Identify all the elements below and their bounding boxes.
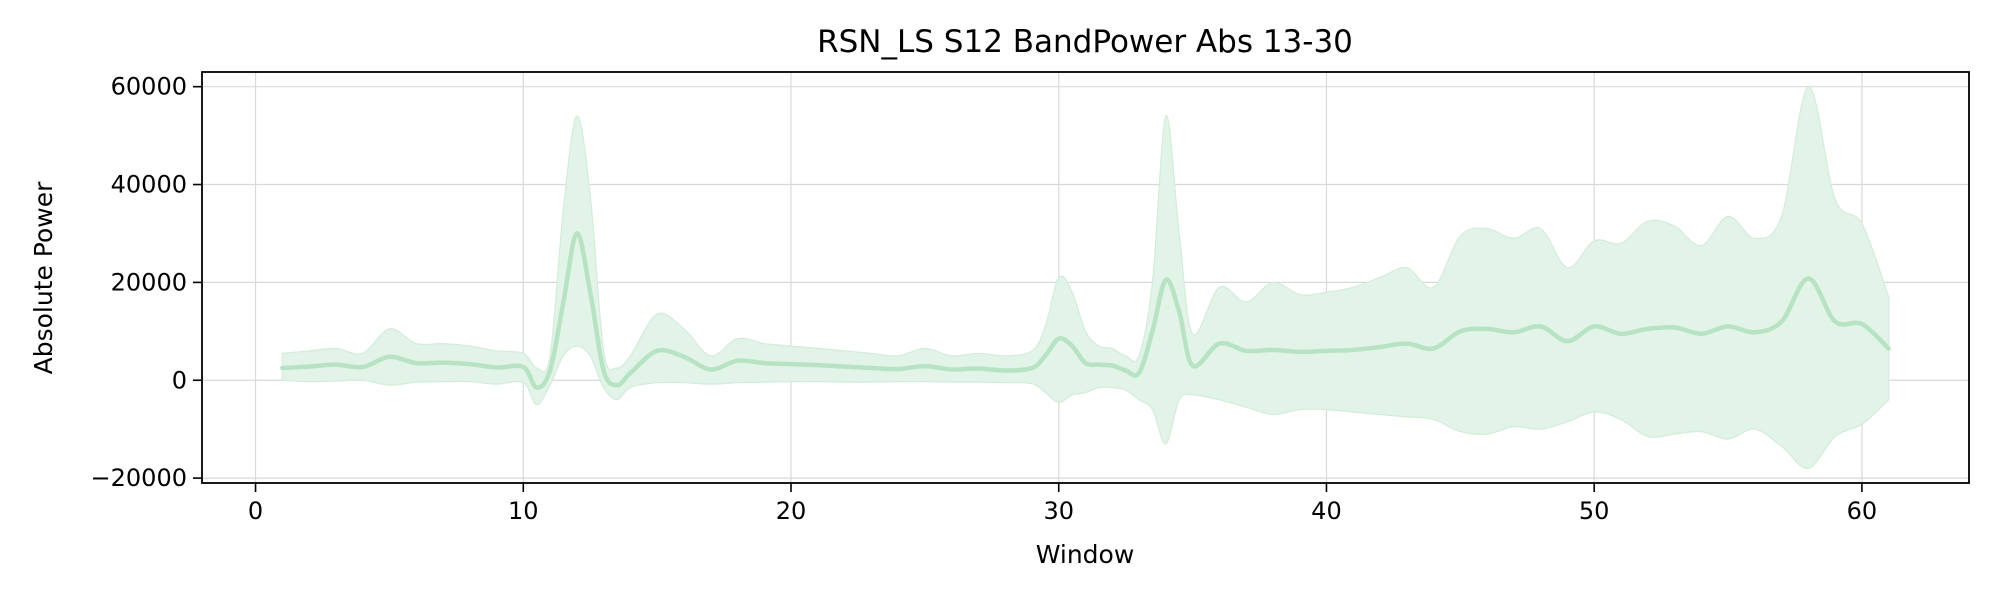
chart-title: RSN_LS S12 BandPower Abs 13-30 xyxy=(817,24,1353,60)
y-tick-label: 0 xyxy=(172,366,187,394)
x-tick-label: 30 xyxy=(1043,497,1074,525)
plot-frame xyxy=(201,71,1970,484)
y-tick-label: 40000 xyxy=(111,171,187,199)
y-tick-label: −20000 xyxy=(91,464,187,492)
series-line xyxy=(280,231,1891,390)
x-tick-label: 20 xyxy=(776,497,807,525)
band-layer xyxy=(281,86,1890,469)
x-tick-label: 40 xyxy=(1311,497,1342,525)
x-tick-label: 50 xyxy=(1579,497,1610,525)
tick-layer: 0 10 20 30 40 50 60 −20000 0 20000 40000 60000 xyxy=(91,73,1878,525)
confidence-band xyxy=(281,86,1890,469)
x-axis-label: Window xyxy=(1036,540,1135,569)
x-tick-label: 10 xyxy=(508,497,539,525)
line-layer xyxy=(280,231,1891,390)
y-tick-label: 20000 xyxy=(111,268,187,296)
y-axis-label: Absolute Power xyxy=(29,181,58,375)
x-tick-label: 60 xyxy=(1847,497,1878,525)
y-tick-label: 60000 xyxy=(111,73,187,101)
x-tick-label: 0 xyxy=(248,497,263,525)
